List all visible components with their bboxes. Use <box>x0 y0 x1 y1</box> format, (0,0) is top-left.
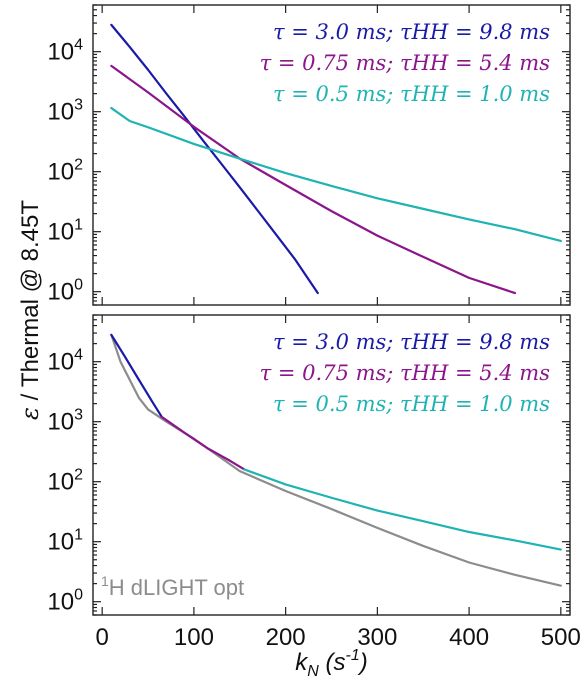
annotation-label: 1H dLIGHT opt <box>101 573 244 600</box>
x-tick-label: 500 <box>541 624 581 651</box>
y-tick-label: 103 <box>47 97 83 126</box>
legend-entry: τ = 0.5 ms; τHH = 1.0 ms <box>273 392 550 416</box>
y-tick-label: 103 <box>47 407 83 436</box>
x-tick-label: 400 <box>449 624 489 651</box>
plot-frame <box>92 4 571 306</box>
x-tick-label: 100 <box>174 624 214 651</box>
y-tick-label: 104 <box>47 347 83 376</box>
y-tick-label: 102 <box>47 157 83 186</box>
legend-entry: τ = 3.0 ms; τHH = 9.8 ms <box>273 330 550 354</box>
series-line <box>110 333 163 419</box>
series-line <box>243 468 562 551</box>
y-tick-label: 100 <box>47 587 83 616</box>
legend-entry: τ = 0.75 ms; τHH = 5.4 ms <box>260 51 551 75</box>
y-tick-label: 100 <box>47 277 83 306</box>
series-line <box>110 106 562 243</box>
series-line <box>110 23 319 295</box>
y-axis-label: ε / Thermal @ 8.45T <box>16 200 44 420</box>
x-tick-label: 200 <box>266 624 306 651</box>
bottom-panel: 100 101 102 103 104 0 100 200 300 400 500 τ = 3.0 m… <box>47 314 581 651</box>
x-axis-label: kN (s-1) <box>295 647 367 680</box>
y-tick-label: 101 <box>47 217 83 246</box>
series-line <box>110 64 517 295</box>
series-line <box>160 415 246 471</box>
y-tick-label: 104 <box>47 37 83 66</box>
y-tick-label: 101 <box>47 527 83 556</box>
legend-entry: τ = 3.0 ms; τHH = 9.8 ms <box>273 20 550 44</box>
x-tick-label: 0 <box>95 624 108 651</box>
top-panel: 100 101 102 103 104 τ = 3.0 ms; τHH = 9.8 ms τ… <box>47 4 571 306</box>
y-tick-label: 102 <box>47 467 83 496</box>
legend-entry: τ = 0.5 ms; τHH = 1.0 ms <box>273 82 550 106</box>
plot-frame <box>92 314 571 616</box>
x-tick-label: 300 <box>357 624 397 651</box>
optimum-series-line <box>110 333 562 587</box>
shared-axis-labels: ε / Thermal @ 8.45T kN (s-1) <box>16 200 368 680</box>
legend-entry: τ = 0.75 ms; τHH = 5.4 ms <box>260 361 551 385</box>
